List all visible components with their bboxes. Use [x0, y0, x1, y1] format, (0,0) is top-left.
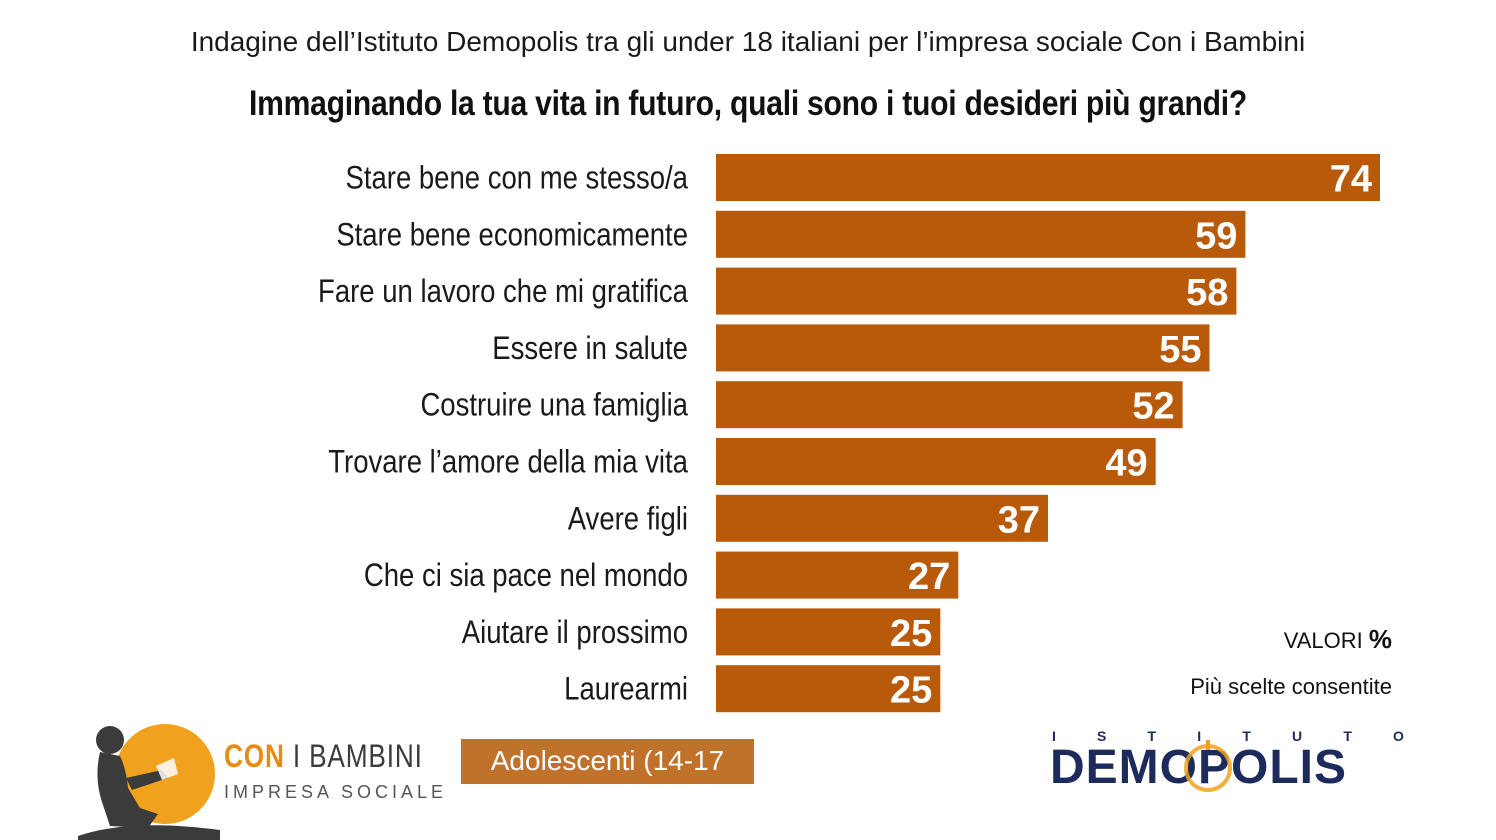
logo-letter: I — [1197, 728, 1202, 744]
category-label: Fare un lavoro che mi gratifica — [318, 274, 688, 309]
segment-badge: Adolescenti (14-17 anni) — [461, 739, 754, 820]
value-label: 25 — [890, 613, 932, 655]
category-label: Stare bene con me stesso/a — [346, 161, 689, 196]
value-label: 74 — [1330, 159, 1372, 201]
units-label: VALORI % — [1284, 624, 1392, 655]
chart-title: Immaginando la tua vita in futuro, quali… — [249, 84, 1247, 123]
logo-letter: T — [1242, 728, 1251, 744]
bar — [716, 438, 1156, 485]
category-label: Trovare l’amore della mia vita — [328, 445, 688, 480]
child-reading-icon — [78, 724, 220, 840]
logo-letter: I — [1052, 728, 1056, 744]
bar — [716, 665, 941, 713]
logo-letter: T — [1343, 728, 1352, 744]
logo-letter: S — [1097, 728, 1107, 744]
value-label: 49 — [1105, 443, 1147, 485]
bar — [716, 494, 1048, 542]
value-label: 52 — [1132, 386, 1174, 428]
logo-name: CON I BAMBINI — [224, 738, 423, 775]
logo-letter: U — [1292, 728, 1303, 744]
category-label: Stare bene economicamente — [336, 217, 688, 252]
category-label: Essere in salute — [492, 331, 688, 366]
category-label: Aiutare il prossimo — [462, 615, 688, 650]
category-label: Che ci sia pace nel mondo — [364, 558, 688, 593]
logo-letter: O — [1393, 728, 1404, 744]
chart-subtitle: Indagine dell’Istituto Demopolis tra gli… — [190, 26, 1306, 57]
bar-chart: Stare bene con me stesso/a 74 Stare bene e… — [318, 154, 1380, 713]
value-label: 27 — [908, 556, 950, 598]
bar — [716, 324, 1210, 372]
value-label: 58 — [1186, 272, 1228, 314]
value-label: 55 — [1159, 329, 1201, 371]
bar — [716, 267, 1237, 315]
logo-letter: T — [1147, 728, 1157, 744]
bar — [716, 210, 1246, 258]
category-label: Costruire una famiglia — [420, 388, 688, 423]
category-label: Laurearmi — [564, 672, 688, 707]
value-label: 25 — [890, 670, 932, 712]
units-text: VALORI — [1283, 628, 1363, 653]
con-i-bambini-logo: CON I BAMBINI IMPRESA SOCIALE — [70, 718, 443, 840]
value-label: 59 — [1195, 215, 1237, 257]
logo-tagline: IMPRESA SOCIALE — [224, 782, 448, 802]
logo-name-main: CON — [224, 738, 285, 774]
bar — [716, 608, 941, 656]
multiple-choice-note: Più scelte consentite — [1190, 674, 1392, 699]
sun-icon — [1184, 740, 1232, 792]
units-symbol: % — [1368, 624, 1392, 654]
value-label: 37 — [998, 499, 1040, 541]
logo-name-rest: I BAMBINI — [292, 738, 423, 774]
bar — [716, 551, 959, 599]
bar — [716, 154, 1380, 201]
category-label: Avere figli — [568, 501, 688, 536]
bar — [716, 381, 1183, 429]
